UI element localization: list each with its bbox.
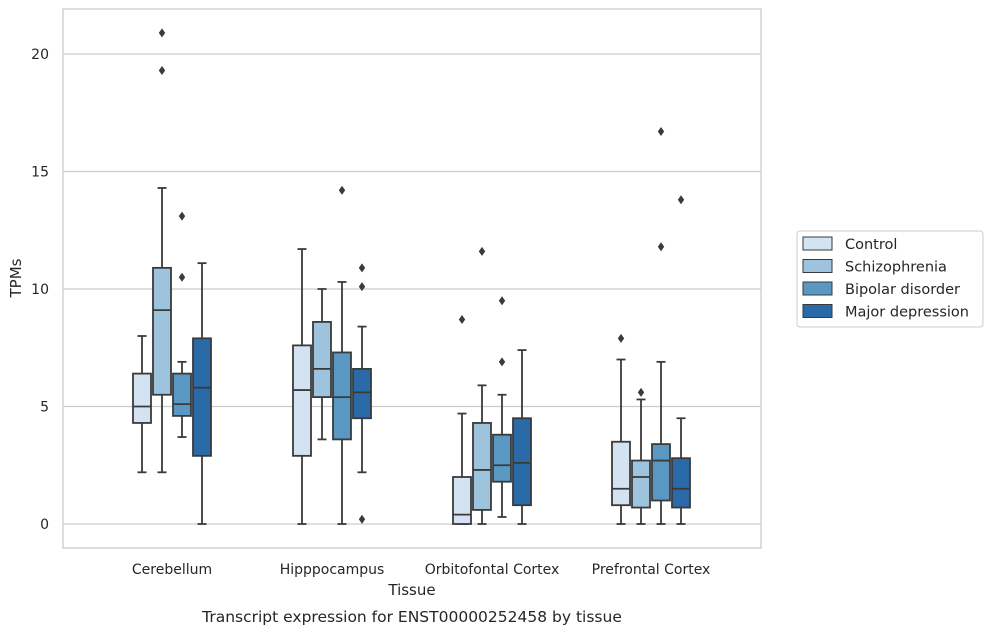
outlier-point <box>358 263 366 273</box>
outlier-point <box>358 282 366 292</box>
x-tick-label: Cerebellum <box>132 562 212 578</box>
box-3-4 <box>651 443 671 502</box>
y-tick-label: 10 <box>31 282 49 298</box>
chart-title: Transcript expression for ENST0000025245… <box>201 608 622 626</box>
box-2-4 <box>631 459 651 509</box>
y-tick-label: 20 <box>31 47 49 63</box>
legend-swatch <box>802 236 833 251</box>
outlier-point <box>617 333 625 343</box>
box-4-3 <box>512 417 532 507</box>
legend-swatch <box>802 259 833 273</box>
x-tick-label: Prefrontal Cortex <box>592 562 711 578</box>
box-3-3 <box>492 433 512 483</box>
outlier-point <box>657 242 665 252</box>
outlier-point <box>338 185 346 195</box>
legend-label: Control <box>845 237 897 253</box>
plot-frame <box>62 8 762 549</box>
box-1-4 <box>611 440 631 507</box>
legend-label: Schizophrenia <box>845 260 947 276</box>
y-tick-labels: 0 5 10 15 20 <box>31 47 49 533</box>
x-axis-label: Tissue <box>387 581 435 599</box>
outlier-point <box>178 211 186 221</box>
outlier-point <box>637 387 645 397</box>
legend-frame <box>796 230 984 328</box>
legend: Control Schizophrenia Bipolar disorder Majo… <box>796 230 984 328</box>
legend-label: Major depression <box>845 305 969 321</box>
outlier-point <box>358 514 366 524</box>
legend-swatch <box>802 304 833 318</box>
outlier-point <box>478 246 486 256</box>
y-tick-label: 15 <box>31 165 49 181</box>
boxes-layer <box>132 28 691 525</box>
outlier-point <box>178 272 186 282</box>
outlier-point <box>498 296 506 306</box>
box-4-2 <box>352 367 372 420</box>
box-1-2 <box>292 344 312 457</box>
box-2-2 <box>312 320 332 398</box>
y-tick-label: 0 <box>40 517 49 533</box>
x-tick-label: Orbitofontal Cortex <box>425 562 560 578</box>
box-3-1 <box>172 372 192 417</box>
box-2-1 <box>152 266 172 396</box>
outlier-point <box>498 357 506 367</box>
box-1-1 <box>132 372 152 424</box>
outlier-point <box>158 28 166 38</box>
outlier-point <box>458 315 466 325</box>
x-tick-label: Hipppocampus <box>280 562 385 578</box>
legend-label: Bipolar disorder <box>845 282 960 298</box>
box-4-4 <box>671 457 691 509</box>
legend-swatch <box>802 281 833 296</box>
box-3-2 <box>332 351 352 441</box>
box-4-1 <box>192 337 212 457</box>
box-2-3 <box>472 422 492 511</box>
x-tick-labels: Cerebellum Hipppocampus Orbitofontal Corte… <box>132 562 710 578</box>
y-tick-label: 5 <box>40 400 49 416</box>
outlier-point <box>677 195 685 205</box>
box-1-3 <box>452 476 472 525</box>
outlier-point <box>657 127 665 137</box>
y-axis-label: TPMs <box>7 258 25 298</box>
outlier-point <box>158 65 166 75</box>
